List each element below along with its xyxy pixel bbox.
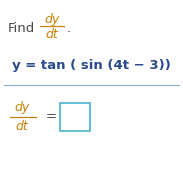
Text: dt: dt xyxy=(46,27,58,41)
Text: dt: dt xyxy=(16,120,28,132)
Text: dy: dy xyxy=(14,102,30,114)
Text: .: . xyxy=(67,21,71,35)
FancyBboxPatch shape xyxy=(60,103,90,131)
Text: =: = xyxy=(46,111,57,123)
Text: y = tan ( sin (4t − 3)): y = tan ( sin (4t − 3)) xyxy=(12,58,170,72)
Text: dy: dy xyxy=(44,12,60,26)
Text: Find: Find xyxy=(8,21,35,35)
